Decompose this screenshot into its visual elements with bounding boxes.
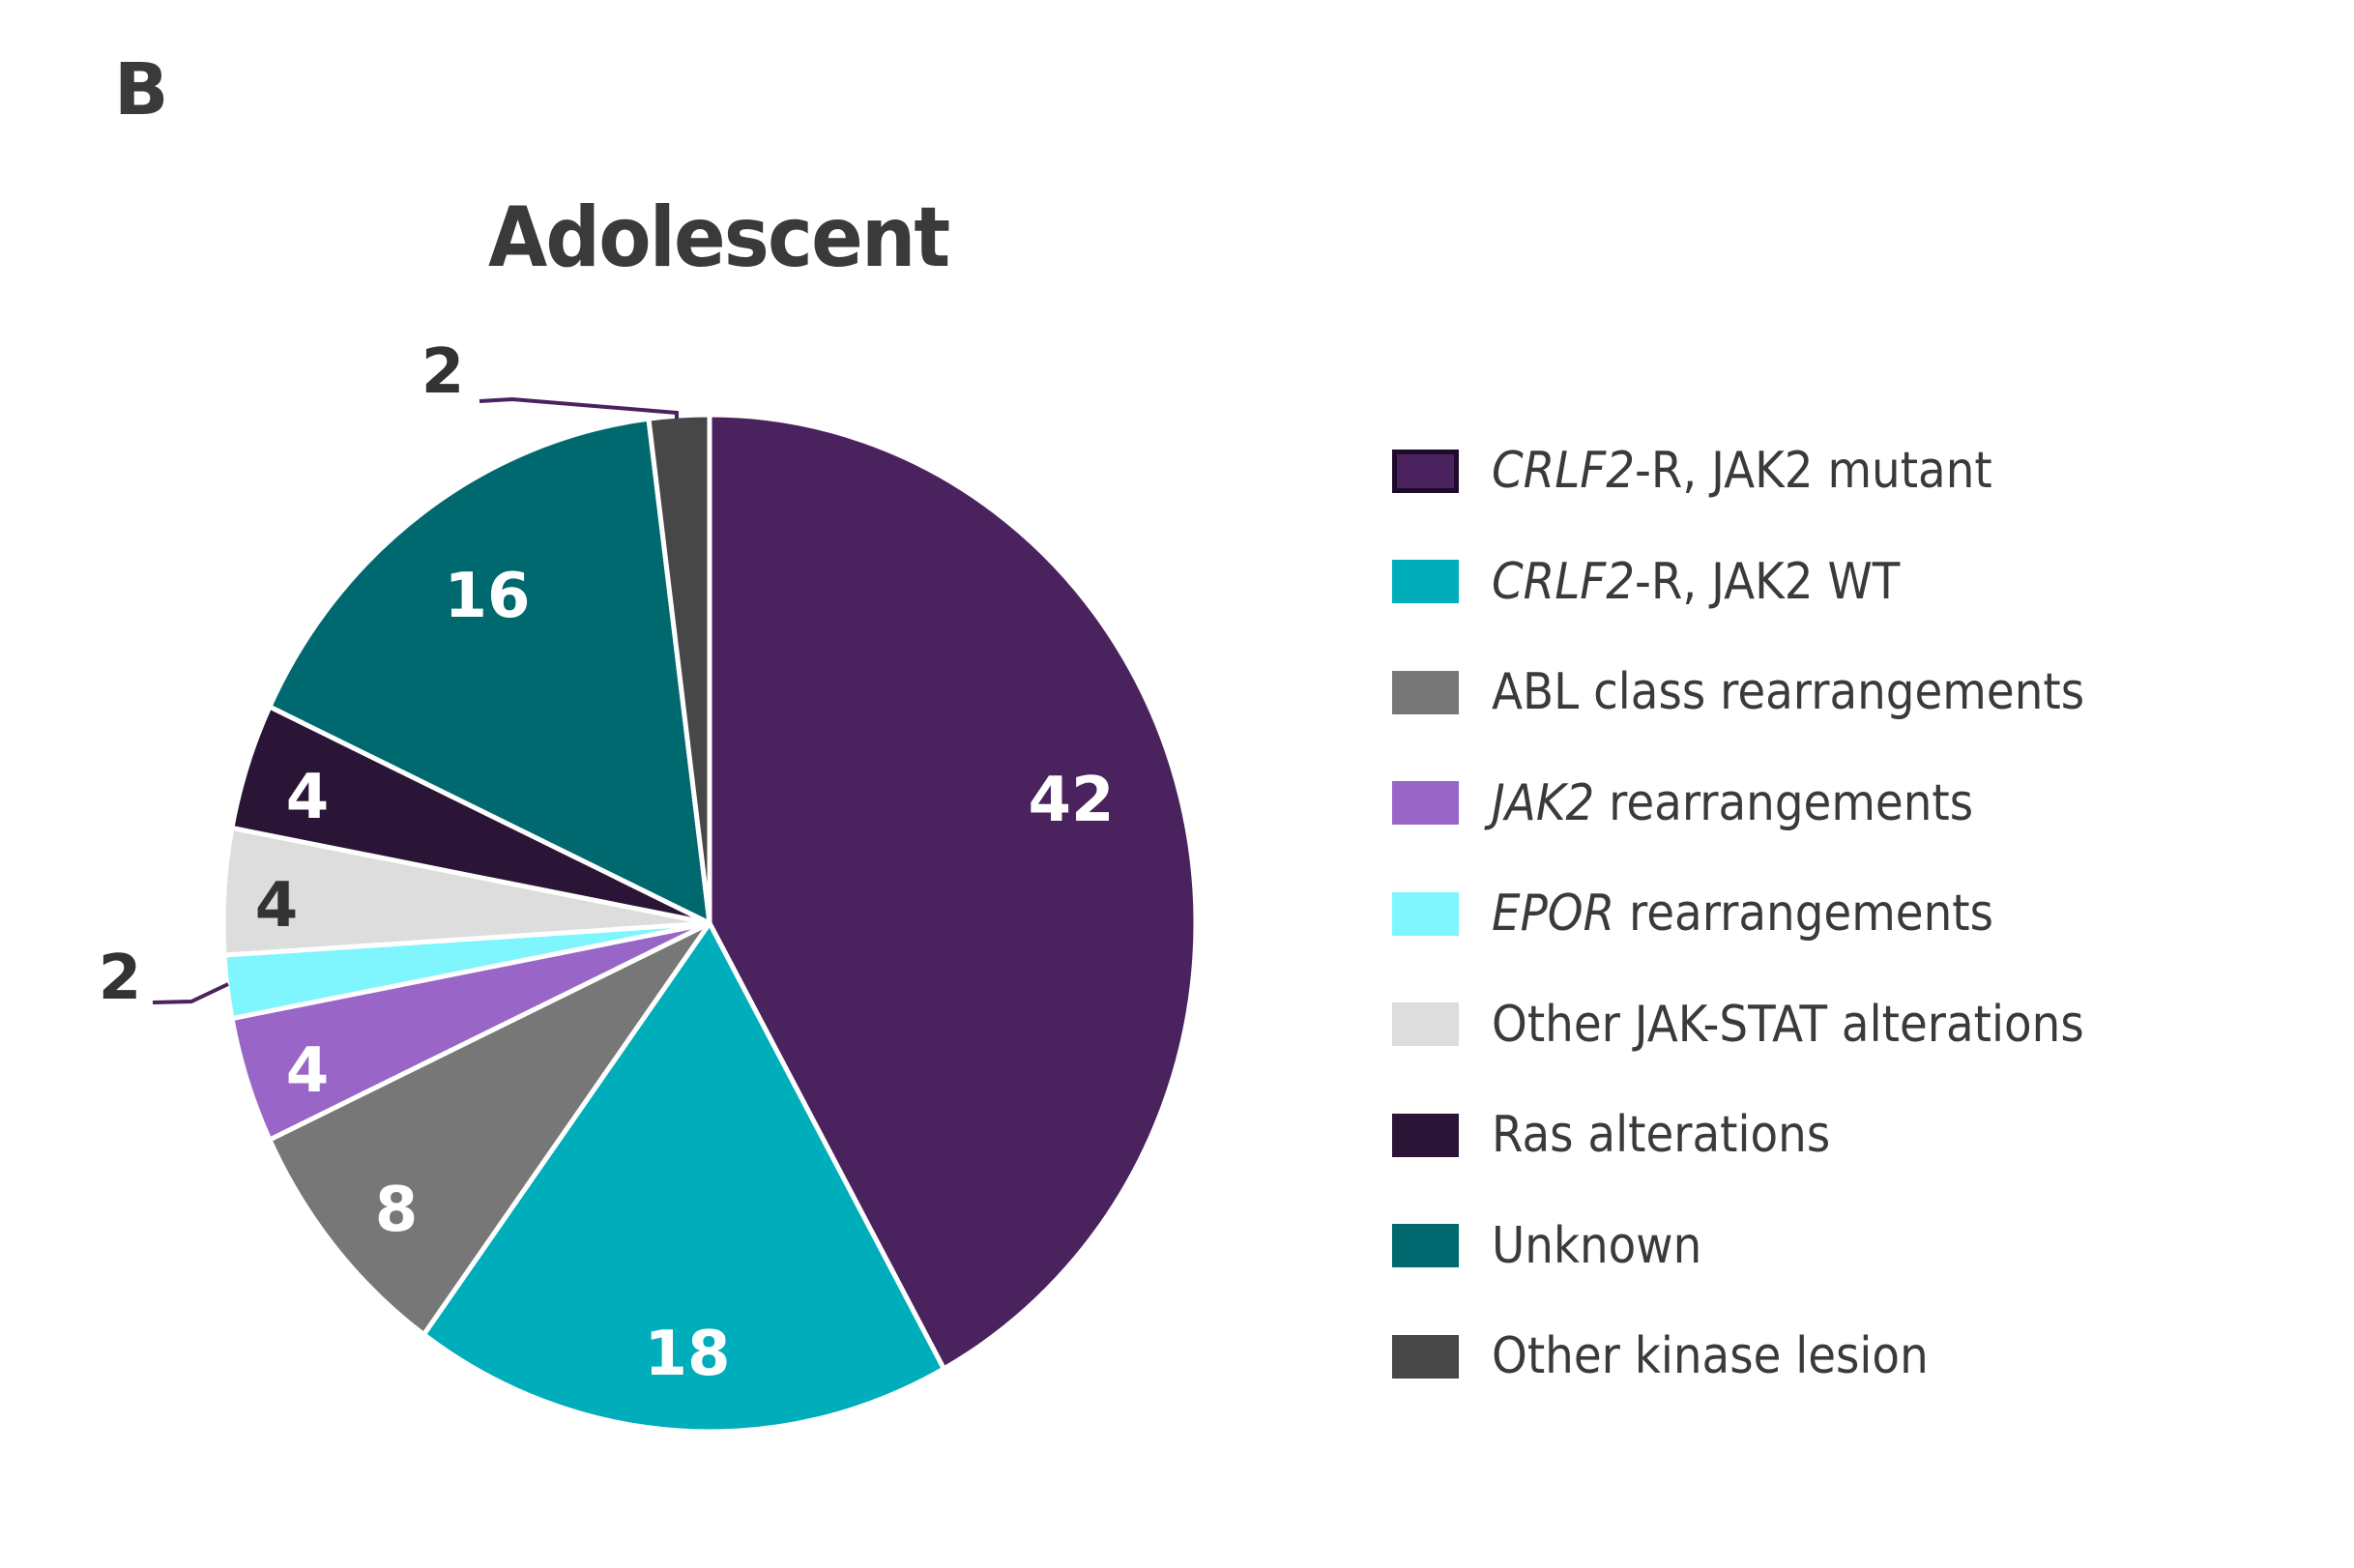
data-label: 16 [444, 561, 530, 632]
pie-slice-other-kinase-lesion [646, 412, 712, 926]
legend-swatch [1392, 560, 1459, 603]
data-label: 4 [286, 762, 330, 833]
data-label: 2 [99, 943, 142, 1014]
data-label: 42 [1028, 765, 1114, 836]
legend-swatch [1392, 449, 1459, 493]
legend-swatch [1392, 1002, 1459, 1046]
legend-label: Other JAK-STAT alterations [1492, 995, 2084, 1054]
leader-line [479, 396, 679, 419]
legend-label: ABL class rearrangements [1492, 663, 2085, 721]
legend-item: JAK2 rearrangements [1392, 774, 2026, 832]
legend-item: EPOR rearrangements [1392, 885, 2049, 943]
legend-item: Other kinase lesion [1392, 1327, 1977, 1385]
legend-label: EPOR rearrangements [1492, 885, 1993, 943]
legend-label: Other kinase lesion [1492, 1327, 1929, 1385]
pie-slice-abl-class-rearrangements [267, 920, 712, 1338]
legend-swatch [1392, 1113, 1459, 1157]
legend-swatch [1392, 781, 1459, 825]
legend-item: ABL class rearrangements [1392, 663, 2150, 721]
data-label: 4 [255, 870, 299, 942]
legend-item: Ras alterations [1392, 1106, 1868, 1164]
legend-item: CRLF2-R, JAK2 mutant [1392, 442, 2048, 500]
panel-letter: B [114, 48, 169, 131]
chart-title: Adolescent [488, 189, 950, 286]
leader-line [152, 982, 229, 1004]
legend-label: CRLF2-R, JAK2 mutant [1492, 442, 1992, 500]
pie-slice-unknown [267, 416, 712, 926]
legend-item: Unknown [1392, 1217, 1725, 1275]
legend-label: CRLF2-R, JAK2 WT [1492, 552, 1901, 611]
data-label: 8 [375, 1175, 419, 1246]
legend-swatch [1392, 670, 1459, 714]
legend-swatch [1392, 891, 1459, 936]
legend-label: JAK2 rearrangements [1492, 773, 1974, 832]
data-label: 18 [644, 1319, 730, 1390]
legend-item: Other JAK-STAT alterations [1392, 996, 2150, 1054]
data-label: 4 [286, 1035, 330, 1107]
legend-label: Ras alterations [1492, 1106, 1831, 1164]
pie-slice-crlf2-r-jak2-mutant [707, 412, 1199, 1372]
legend-swatch [1392, 1334, 1459, 1379]
data-label: 2 [421, 336, 465, 408]
legend-item: CRLF2-R, JAK2 WT [1392, 553, 1945, 611]
legend-swatch [1392, 1224, 1459, 1267]
pie-slice-crlf2-r-jak2-wt [421, 920, 946, 1435]
legend-label: Unknown [1492, 1216, 1702, 1275]
